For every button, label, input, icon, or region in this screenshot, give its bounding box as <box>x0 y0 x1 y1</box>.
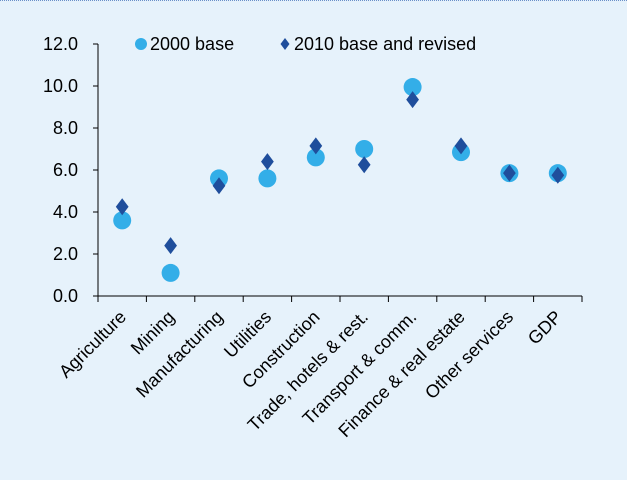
y-tick-label: 0.0 <box>53 286 78 306</box>
point-2010-base-revised <box>406 91 419 109</box>
legend-circle-marker <box>135 38 147 50</box>
point-2010-base-revised <box>212 177 226 195</box>
tick-labels: 0.02.04.06.08.010.012.0AgricultureMining… <box>43 34 566 441</box>
y-tick-label: 10.0 <box>43 76 78 96</box>
point-2000-base <box>113 211 132 230</box>
point-2010-base-revised <box>454 137 468 155</box>
y-tick-label: 2.0 <box>53 244 78 264</box>
point-2010-base-revised <box>357 156 371 174</box>
y-tick-label: 8.0 <box>53 118 78 138</box>
legend-diamond-marker <box>280 38 290 50</box>
point-2000-base <box>403 78 422 97</box>
point-2010-base-revised <box>115 198 129 216</box>
point-2000-base <box>258 169 277 188</box>
data-marks <box>113 78 567 282</box>
point-2000-base <box>355 140 374 158</box>
point-2000-base <box>161 263 180 282</box>
y-tick-label: 12.0 <box>43 34 78 54</box>
point-2010-base-revised <box>261 153 274 171</box>
legend-label: 2010 base and revised <box>294 34 476 54</box>
legend-label: 2000 base <box>150 34 234 54</box>
point-2010-base-revised <box>503 164 516 182</box>
x-tick-label: GDP <box>524 307 566 349</box>
point-2010-base-revised <box>164 237 177 255</box>
x-tick-label: Other services <box>421 307 517 403</box>
point-2010-base-revised <box>551 166 565 184</box>
legend: 2000 base 2010 base and revised <box>135 34 476 54</box>
axes <box>93 43 583 302</box>
point-2000-base <box>306 148 325 167</box>
y-tick-label: 6.0 <box>53 160 78 180</box>
x-tick-label: Manufacturing <box>132 307 227 402</box>
y-tick-label: 4.0 <box>53 202 78 222</box>
x-tick-label: Agriculture <box>55 307 130 382</box>
point-2010-base-revised <box>309 137 323 155</box>
